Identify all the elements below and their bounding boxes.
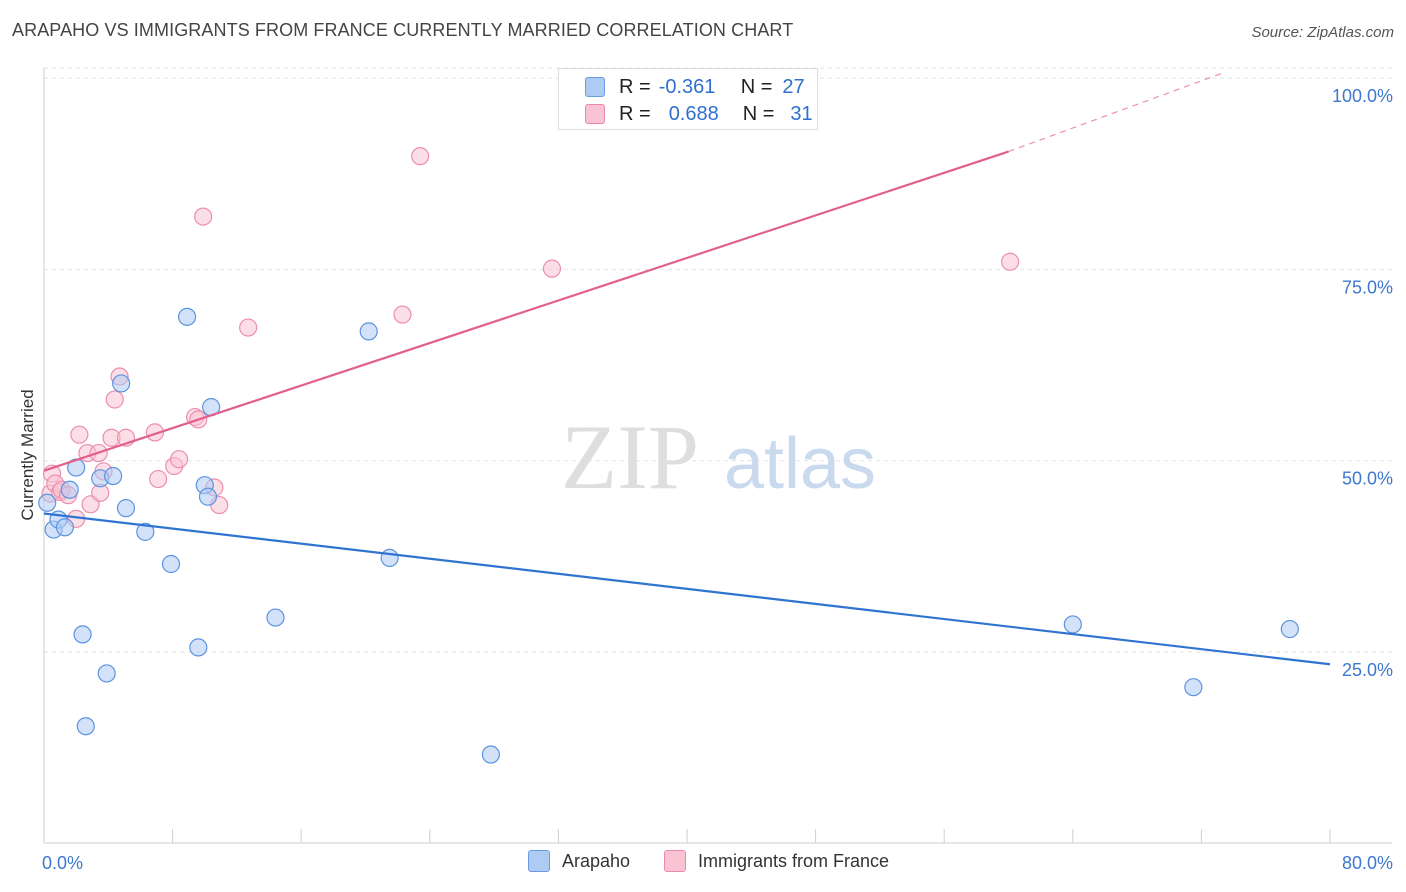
data-point: [149, 469, 168, 489]
series-arapaho-points: [38, 307, 1299, 764]
data-point: [55, 518, 74, 537]
data-point: [161, 554, 181, 574]
data-point: [1001, 252, 1020, 271]
data-point: [266, 608, 285, 627]
data-point: [359, 322, 378, 341]
data-point: [542, 259, 562, 278]
y-tick-label: 50.0%: [1342, 469, 1393, 489]
data-point: [169, 450, 189, 469]
data-point: [481, 745, 500, 764]
gridlines: [44, 67, 1392, 653]
data-point: [411, 147, 430, 166]
axes: [43, 68, 1392, 844]
data-point: [239, 318, 258, 337]
legend-swatch-arapaho: [585, 77, 605, 97]
data-point: [105, 390, 124, 409]
x-tick-label-max: 80.0%: [1342, 853, 1393, 873]
r-value: -0.361: [658, 75, 716, 98]
legend-item-france[interactable]: Immigrants from France: [664, 850, 889, 872]
data-point: [380, 548, 399, 567]
correlation-legend: R = -0.361 N = 27 R = 0.688 N = 31: [558, 68, 818, 130]
legend-swatch-france: [585, 104, 605, 124]
data-point: [116, 499, 136, 518]
data-point: [60, 480, 79, 499]
trend-line-extension-1: [1008, 71, 1226, 153]
data-point: [104, 466, 123, 486]
data-point: [393, 305, 412, 324]
trend-line-1: [43, 150, 1009, 472]
legend-row-france: R = 0.688 N = 31: [585, 100, 813, 128]
n-label: N =: [740, 75, 773, 98]
trend-line-0: [43, 512, 1331, 666]
n-value: 27: [782, 75, 805, 98]
y-tick-label: 100.0%: [1332, 86, 1393, 106]
data-point: [1063, 615, 1082, 634]
n-value: 31: [790, 102, 813, 125]
data-point: [136, 522, 155, 541]
series-legend: Arapaho Immigrants from France: [0, 850, 1406, 880]
data-point: [177, 307, 197, 326]
source-label: Source: ZipAtlas.com: [1251, 24, 1394, 41]
y-tick-label: 75.0%: [1342, 277, 1393, 297]
tick-labels: 25.0% 50.0% 75.0% 100.0% 0.0% 80.0%: [42, 86, 1393, 873]
r-value: 0.688: [668, 102, 719, 125]
data-point: [1184, 678, 1203, 697]
y-tick-label: 25.0%: [1342, 660, 1393, 680]
watermark-zip: ZIP: [561, 406, 699, 508]
data-point: [189, 638, 208, 657]
data-point: [73, 625, 92, 644]
watermark-atlas: atlas: [724, 424, 876, 504]
data-point: [198, 487, 218, 506]
data-point: [1280, 619, 1299, 639]
legend-row-arapaho: R = -0.361 N = 27: [585, 73, 805, 101]
r-label: R =: [619, 75, 651, 98]
chart-title: ARAPAHO VS IMMIGRANTS FROM FRANCE CURREN…: [12, 20, 794, 40]
data-point: [70, 425, 89, 444]
data-point: [194, 207, 213, 226]
legend-label-france: Immigrants from France: [698, 850, 890, 871]
data-point: [38, 493, 57, 512]
data-point: [145, 423, 165, 442]
data-point: [112, 374, 131, 393]
legend-swatch-france: [664, 850, 686, 872]
legend-swatch-arapaho: [528, 850, 550, 872]
data-point: [76, 717, 95, 736]
legend-label-arapaho: Arapaho: [562, 850, 631, 871]
legend-item-arapaho[interactable]: Arapaho: [528, 850, 630, 872]
trend-lines: [43, 71, 1331, 666]
n-label: N =: [742, 102, 775, 125]
r-label: R =: [619, 102, 651, 125]
x-tick-label-min: 0.0%: [42, 853, 83, 873]
data-point: [97, 664, 116, 683]
watermark: ZIP atlas: [561, 406, 876, 508]
